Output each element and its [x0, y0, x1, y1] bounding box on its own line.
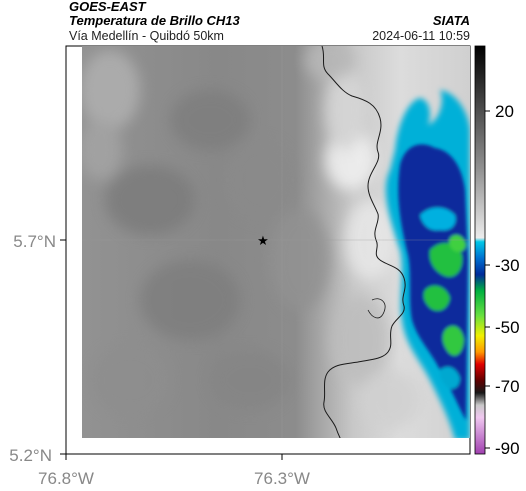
product-title: Temperatura de Brillo CH13: [69, 13, 240, 28]
coastline: [321, 46, 406, 438]
brightness-temperature-field: [82, 46, 470, 438]
agency-label: SIATA: [432, 13, 470, 28]
x-tick-label-76-8: 76.8°W: [38, 469, 94, 488]
colorbar-tick-minus-30: -30: [495, 256, 520, 275]
satellite-title: GOES-EAST: [69, 0, 146, 14]
colorbar-tick-minus-90: -90: [495, 439, 520, 458]
y-tick-label-5-7: 5.7°N: [13, 232, 56, 251]
x-tick-label-76-3: 76.3°W: [254, 469, 310, 488]
colorbar-tick-minus-70: -70: [495, 377, 520, 396]
colorbar: 20 -30 -50 -70 -90: [474, 45, 520, 458]
datetime-label: 2024-06-11 10:59: [372, 29, 470, 43]
region-subtitle: Vía Medellín - Quibdó 50km: [69, 29, 224, 43]
colorbar-tick-minus-50: -50: [495, 318, 520, 337]
colorbar-tick-20: 20: [495, 102, 514, 121]
location-star-marker: ★: [257, 233, 269, 248]
y-tick-label-5-2: 5.2°N: [9, 446, 52, 465]
